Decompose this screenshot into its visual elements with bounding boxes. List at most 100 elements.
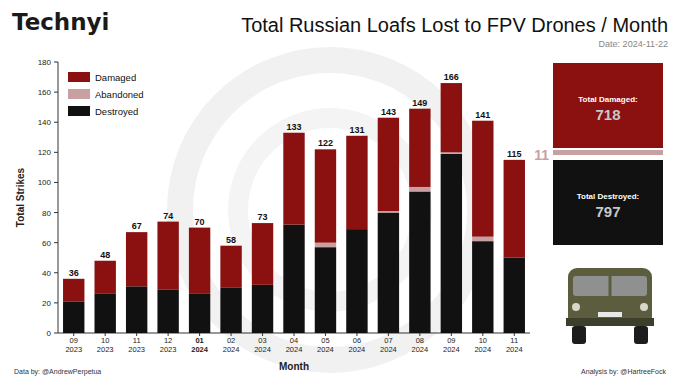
van-light <box>640 303 648 311</box>
bar-segment <box>157 222 178 290</box>
y-axis-label: Total Strikes <box>15 167 26 227</box>
summary-value: 797 <box>595 203 620 220</box>
van-plate <box>598 312 622 317</box>
summary-box <box>553 160 663 245</box>
y-tick <box>54 302 58 303</box>
bar-segment <box>63 279 84 302</box>
x-tick-label: 072024 <box>380 336 397 354</box>
footer-left: Data by: @AndrewPerpetua <box>14 368 101 376</box>
summary-box <box>553 63 663 148</box>
summary-box <box>553 150 663 155</box>
total-label: 58 <box>226 235 236 245</box>
bar-segment <box>346 229 367 333</box>
bar-segment <box>220 246 241 288</box>
bar-segment <box>504 160 525 258</box>
total-label: 48 <box>100 250 110 260</box>
y-tick <box>54 122 58 123</box>
bars <box>63 83 525 333</box>
y-tick-label: 40 <box>42 269 51 278</box>
summary-label: Total Destroyed: <box>577 192 640 201</box>
y-tick-label: 140 <box>38 118 52 127</box>
bar-segment <box>472 121 493 237</box>
bar-segment <box>189 294 210 333</box>
bar-segment <box>315 149 336 242</box>
y-tick <box>54 333 58 334</box>
bar-segment <box>378 118 399 211</box>
total-label: 131 <box>349 125 364 135</box>
bar-segment <box>504 258 525 333</box>
legend-label: Damaged <box>95 72 136 83</box>
bar-segment <box>378 213 399 333</box>
bar-segment <box>220 288 241 333</box>
bar-segment <box>315 247 336 333</box>
x-tick-label: 022024 <box>223 336 240 354</box>
y-tick <box>54 92 58 93</box>
bar-segment <box>315 243 336 248</box>
x-tick-label: 042024 <box>286 336 303 354</box>
y-tick <box>54 62 58 63</box>
summary-label: Total Damaged: <box>578 95 637 104</box>
bar-segment <box>409 191 430 333</box>
legend-swatch <box>68 72 90 82</box>
watermark <box>180 60 480 360</box>
y-tick-label: 180 <box>38 58 52 67</box>
bar-segment <box>252 285 273 333</box>
y-tick-label: 100 <box>38 178 52 187</box>
bar-segment <box>472 241 493 333</box>
x-tick-label: 092023 <box>65 336 82 354</box>
summary-value: 11 <box>534 147 549 163</box>
bar-segment <box>409 187 430 192</box>
x-tick-label: 102024 <box>474 336 491 354</box>
background <box>0 0 680 383</box>
van-pillar <box>609 276 612 296</box>
y-tick <box>54 212 58 213</box>
total-label: 73 <box>258 212 268 222</box>
bar-segment <box>441 152 462 154</box>
x-tick-label: 102023 <box>97 336 114 354</box>
total-label: 115 <box>507 149 522 159</box>
chart: Technyi Total Russian Loafs Lost to FPV D… <box>0 0 680 383</box>
brand: Technyi <box>12 9 110 35</box>
van-wheel <box>572 326 586 344</box>
x-tick-label: 052024 <box>317 336 334 354</box>
y-tick <box>54 152 58 153</box>
bar-segment <box>441 83 462 152</box>
subtitle: Date: 2024-11-22 <box>599 39 668 49</box>
y-tick <box>54 272 58 273</box>
bar-segment <box>252 223 273 285</box>
y-tick <box>54 242 58 243</box>
bar-segment <box>409 109 430 187</box>
y-tick <box>54 182 58 183</box>
total-label: 141 <box>475 110 490 120</box>
bar-segment <box>472 237 493 242</box>
x-tick-label: 092024 <box>443 336 460 354</box>
bar-segment <box>126 286 147 333</box>
y-tick-label: 0 <box>47 329 52 338</box>
total-label: 149 <box>412 98 427 108</box>
total-label: 122 <box>318 138 333 148</box>
bar-segment <box>63 301 84 333</box>
title: Total Russian Loafs Lost to FPV Drones /… <box>241 14 668 36</box>
x-tick-label: 032024 <box>254 336 271 354</box>
total-label: 166 <box>444 72 459 82</box>
y-tick-label: 120 <box>38 148 52 157</box>
legend-swatch <box>68 106 90 116</box>
x-tick-label: 012024 <box>191 336 209 354</box>
van-bumper <box>566 318 654 326</box>
van-windshield <box>573 276 647 296</box>
van-wheel <box>634 326 648 344</box>
y-axis <box>58 62 59 333</box>
total-label: 74 <box>163 211 173 221</box>
x-axis-label: Month <box>279 361 309 372</box>
footer-right: Analysis by: @HartreeFock <box>581 368 666 376</box>
legend-label: Abandoned <box>95 89 144 100</box>
x-tick-label: 112024 <box>506 336 523 354</box>
summary-value: 718 <box>595 106 620 123</box>
bar-segment <box>378 211 399 213</box>
bar-segment <box>283 133 304 225</box>
y-tick-label: 60 <box>42 239 51 248</box>
x-tick-label: 112023 <box>128 336 145 354</box>
total-label: 70 <box>195 217 205 227</box>
y-tick-label: 20 <box>42 299 51 308</box>
y-tick-label: 160 <box>38 88 52 97</box>
